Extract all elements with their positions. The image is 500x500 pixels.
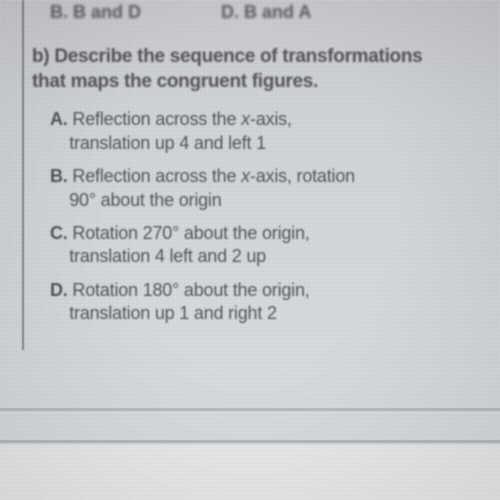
option-b-letter: B. bbox=[50, 166, 68, 186]
option-d: D. Rotation 180° about the origin, trans… bbox=[50, 279, 472, 326]
margin-line bbox=[22, 0, 24, 350]
option-c-line2: translation 4 left and 2 up bbox=[69, 246, 266, 266]
option-b-axis: x bbox=[241, 166, 250, 186]
option-a-letter: A. bbox=[50, 109, 68, 129]
prev-option-d: D. B and A bbox=[221, 2, 311, 23]
document-page: B. B and D D. B and A b) Describe the se… bbox=[0, 0, 500, 410]
prev-option-b: B. B and D bbox=[50, 2, 141, 23]
option-c-line1: Rotation 270° about the origin, bbox=[72, 223, 309, 243]
option-a-line2: translation up 4 and left 1 bbox=[69, 133, 266, 153]
option-b-text-post: -axis, rotation bbox=[250, 166, 355, 186]
horizontal-divider-2 bbox=[0, 440, 500, 443]
options-list: A. Reflection across the x-axis, transla… bbox=[32, 108, 472, 325]
option-d-line1: Rotation 180° about the origin, bbox=[72, 280, 309, 300]
option-a: A. Reflection across the x-axis, transla… bbox=[50, 108, 472, 155]
option-c: C. Rotation 270° about the origin, trans… bbox=[50, 222, 472, 269]
bottom-area bbox=[0, 445, 500, 500]
option-b-line2: 90° about the origin bbox=[69, 190, 221, 210]
stem-line2: that maps the congruent figures. bbox=[32, 71, 318, 92]
option-b: B. Reflection across the x-axis, rotatio… bbox=[50, 165, 472, 212]
horizontal-divider-1 bbox=[0, 408, 500, 411]
question-stem: b) Describe the sequence of transformati… bbox=[32, 45, 472, 94]
option-a-text-pre: Reflection across the bbox=[72, 109, 241, 129]
previous-answer-row: B. B and D D. B and A bbox=[50, 2, 470, 23]
option-d-letter: D. bbox=[50, 280, 68, 300]
stem-line1: Describe the sequence of transformations bbox=[54, 46, 422, 67]
option-d-line2: translation up 1 and right 2 bbox=[69, 303, 277, 323]
question-block: b) Describe the sequence of transformati… bbox=[32, 45, 472, 336]
option-a-axis: x bbox=[241, 109, 250, 129]
option-b-text-pre: Reflection across the bbox=[72, 166, 241, 186]
option-a-text-post: -axis, bbox=[250, 109, 292, 129]
question-label: b) bbox=[32, 46, 49, 67]
option-c-letter: C. bbox=[50, 223, 68, 243]
